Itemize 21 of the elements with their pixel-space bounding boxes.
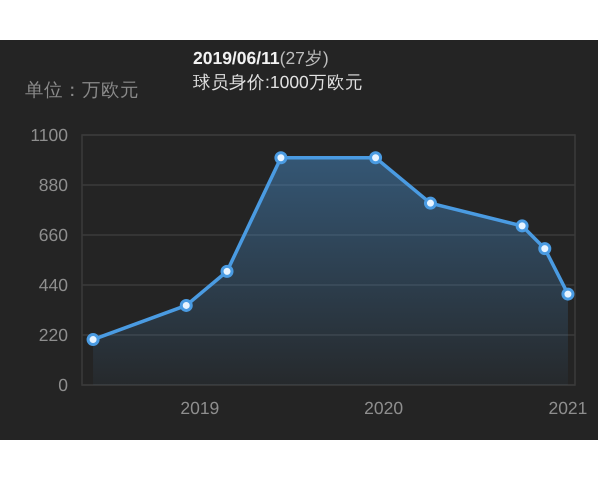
point: [274, 151, 288, 164]
y-tick-label: 220: [38, 325, 68, 345]
point: [516, 219, 529, 232]
point: [538, 242, 552, 256]
y-tick-label: 440: [38, 275, 68, 295]
point: [180, 298, 193, 312]
y-tick-label: 880: [38, 175, 68, 195]
text: 2019/06/11(27岁): [193, 48, 329, 68]
x-tick-label: 2020: [364, 398, 404, 418]
point: [561, 288, 574, 301]
x-tick-label: 2021: [548, 398, 588, 418]
y-axis-title: 单位：万欧元: [25, 79, 139, 100]
y-tick-label: 0: [58, 375, 68, 395]
text: 球员身价:1000万欧元: [193, 72, 363, 92]
point: [424, 196, 437, 210]
point: [369, 151, 382, 164]
y-tick-label: 660: [38, 225, 68, 245]
point: [220, 264, 234, 278]
point: [86, 333, 100, 346]
x-tick-label: 2019: [180, 398, 220, 418]
y-tick-label: 1100: [30, 125, 68, 145]
